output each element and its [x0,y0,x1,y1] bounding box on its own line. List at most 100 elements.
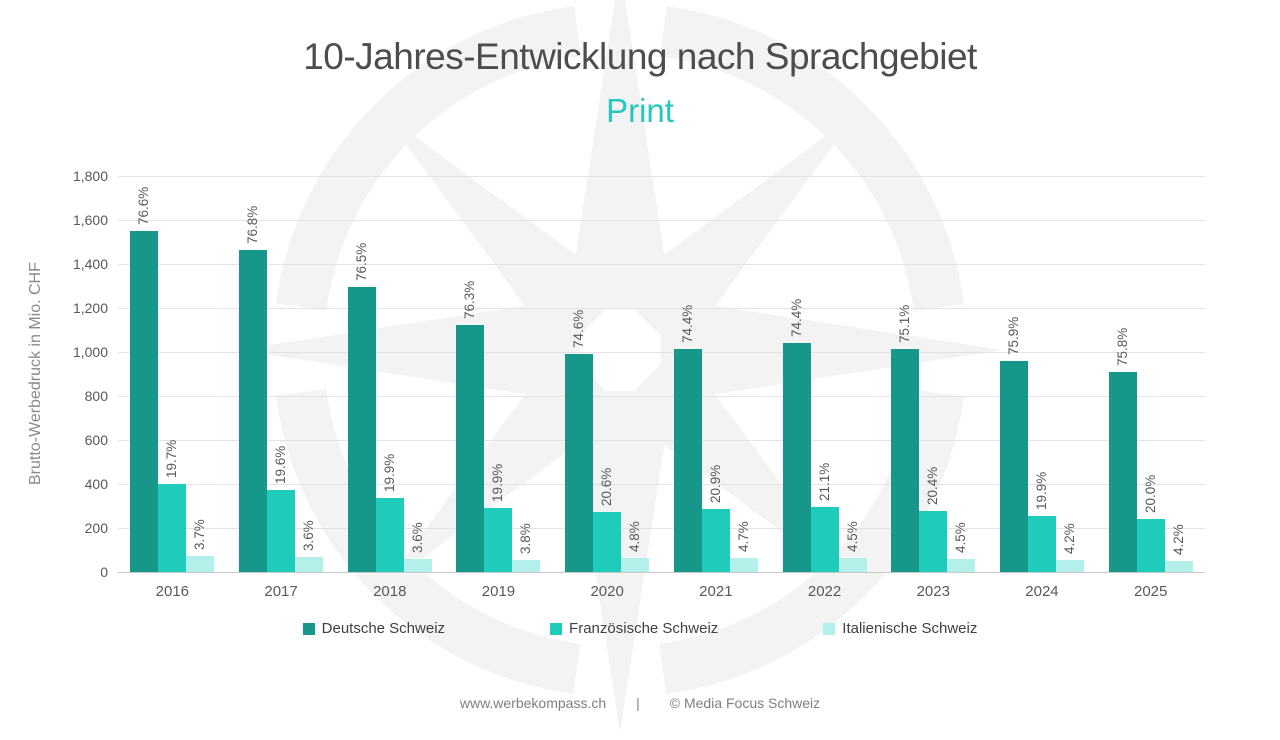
y-tick-label: 1,400 [72,256,108,272]
bar-column: 4.2% [1164,176,1193,572]
bar-column: 75.9% [999,176,1028,572]
x-tick-label: 2023 [916,583,950,600]
bar-value-label: 74.6% [571,309,587,349]
y-axis-ticks: 1,800 1,600 1,400 1,200 1,000 800 600 400 200 0 [0,168,108,580]
y-tick-label: 0 [100,564,108,580]
bar-column: 76.6% [130,176,159,572]
bar-value-label: 75.9% [1005,316,1021,355]
bar-group: 76.6% 19.7% 3.7% [118,176,227,572]
gridline [118,440,1205,441]
legend-swatch [302,622,315,635]
bar-column: 4.2% [1055,176,1084,572]
bar-value-label: 19.7% [164,439,180,478]
gridline [118,484,1205,485]
bar [1164,561,1193,572]
footer-copyright: © Media Focus Schweiz [669,695,821,711]
gridline [118,308,1205,309]
bar-value-label: 4.5% [953,521,969,553]
bar-column: 20.9% [701,176,730,572]
bar [565,354,594,572]
bar [130,231,159,572]
bar-value-label: 76.5% [353,242,369,282]
legend: Deutsche Schweiz Französische Schweiz Ital… [0,620,1280,637]
bar-column: 76.3% [456,176,485,572]
bar-value-label: 4.8% [627,521,643,552]
bar-value-label: 19.9% [490,463,506,502]
bar-group: 74.4% 21.1% 4.5% [770,176,879,572]
bar-value-label: 20.9% [707,464,723,504]
bar-group: 74.6% 20.6% 4.8% [553,176,662,572]
footer-separator: | [636,695,640,711]
gridline [118,220,1205,221]
bar-column: 4.5% [947,176,976,572]
bar [810,507,839,572]
bar-column: 4.7% [729,176,758,572]
bar [1027,516,1056,572]
bar [295,556,324,572]
bar [267,489,296,572]
bar [158,484,187,572]
gridline [118,264,1205,265]
bar-value-label: 3.6% [301,520,317,551]
x-tick-label: 2021 [699,583,733,600]
bar-value-label: 20.0% [1142,474,1158,514]
bar [673,348,702,572]
bar-column: 74.4% [782,176,811,572]
y-tick-label: 800 [84,388,108,404]
bar-group: 76.3% 19.9% 3.8% [444,176,553,572]
bar-column: 4.5% [838,176,867,572]
gridline [118,352,1205,353]
chart-subtitle: Print [606,92,674,129]
bar-column: 3.6% [403,176,432,572]
bar [403,558,432,572]
footer-site: www.werbekompass.ch [459,695,607,711]
x-tick-label: 2025 [1133,583,1168,600]
bar-value-label: 4.5% [844,521,860,553]
legend-label: Deutsche Schweiz [321,620,446,637]
x-tick-label: 2019 [481,583,516,600]
bar-column: 19.9% [484,176,513,572]
y-tick-label: 400 [84,476,108,492]
bar [484,507,513,572]
bar [947,558,976,572]
bar-value-label: 20.4% [925,467,941,506]
legend-label: Französische Schweiz [569,620,719,637]
bar [621,557,650,572]
bar-group: 75.9% 19.9% 4.2% [988,176,1097,572]
bar [729,557,758,572]
y-tick-label: 1,600 [72,212,108,228]
legend-item: Deutsche Schweiz [302,620,446,637]
chart-title: 10-Jahres-Entwicklung nach Sprachgebiet [303,36,977,77]
bar-column: 3.7% [186,176,215,572]
bar-value-label: 75.1% [897,304,913,343]
bar-group: 76.5% 19.9% 3.6% [335,176,444,572]
footer: www.werbekompass.ch | © Media Focus Schw… [0,695,1280,711]
bar [701,509,730,572]
gridline [118,572,1205,573]
legend-item: Italienische Schweiz [823,620,977,637]
bar-column: 20.4% [919,176,948,572]
bar-value-label: 3.6% [409,521,425,553]
bar [1108,371,1137,572]
x-tick-label: 2016 [155,583,190,600]
bar-column: 19.9% [375,176,404,572]
bar [782,343,811,572]
bar-column: 3.8% [512,176,541,572]
bar-value-label: 19.9% [381,453,397,492]
plot-area: 76.6% 19.7% 3.7% 76.8% 19.6% 3.6% 76.5% 19.9% 3.… [118,176,1205,573]
bar [1136,519,1165,572]
bar-value-label: 3.8% [518,522,534,554]
gridline [118,528,1205,529]
bar [239,249,268,572]
bar-value-label: 76.6% [136,186,152,225]
x-tick-label: 2024 [1025,583,1059,600]
legend-swatch [550,622,563,635]
bar-column: 4.8% [621,176,650,572]
bar-value-label: 4.2% [1061,523,1077,555]
legend-label: Italienische Schweiz [842,620,978,637]
bar-value-label: 75.8% [1114,327,1130,366]
bar-column: 75.8% [1108,176,1137,572]
y-tick-label: 1,000 [72,344,108,360]
bar [891,348,920,572]
gridline [118,176,1205,177]
